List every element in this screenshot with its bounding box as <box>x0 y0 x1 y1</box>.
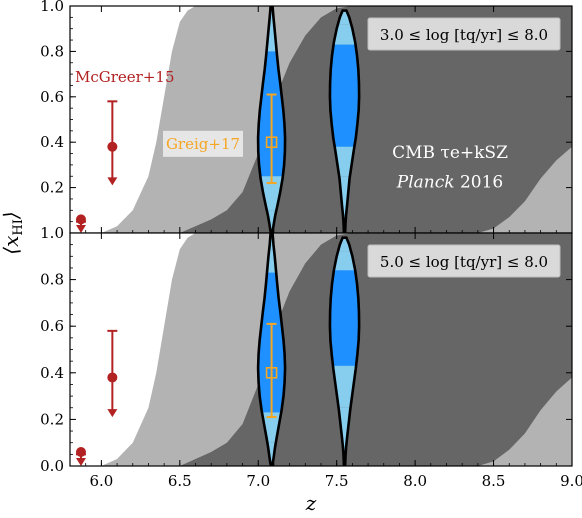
mcgreer-point-0 <box>75 447 86 466</box>
x-tick-label: 8.0 <box>403 472 427 490</box>
cmb-label-line2: Planck 2016 <box>396 173 503 193</box>
x-tick-label: 7.5 <box>325 472 349 490</box>
mcgreer-marker <box>75 214 86 225</box>
mcgreer-marker <box>107 141 118 152</box>
mcgreer-label: McGreer+15 <box>75 68 175 86</box>
greig-label-bg <box>163 130 243 157</box>
mcgreer-arrowhead <box>107 409 118 418</box>
mcgreer-arrowhead <box>107 177 118 186</box>
x-tick-label: 7.0 <box>246 472 270 490</box>
y-tick-label: 0.8 <box>40 271 64 289</box>
y-tick-label: 0.6 <box>40 317 64 335</box>
mcgreer-point-1 <box>107 100 118 186</box>
x-tick-label: 9.0 <box>560 472 582 490</box>
violin-outline <box>328 236 361 466</box>
tq-range-box-bg <box>367 17 561 51</box>
greig-marker <box>265 366 278 379</box>
x-tick-label: 6.5 <box>168 472 192 490</box>
x-tick-label: 6.0 <box>89 472 113 490</box>
mcgreer-point-0 <box>75 214 86 233</box>
tq-range-box-bg <box>367 244 561 278</box>
y-tick-label: 0.6 <box>40 88 64 106</box>
cmb-band-dark <box>148 6 572 233</box>
violin-core-band <box>329 270 360 366</box>
violin-core-band <box>329 44 360 147</box>
cmb-band-dark <box>148 233 572 466</box>
mcgreer-marker <box>75 447 86 458</box>
plot-area <box>70 233 572 466</box>
ylabel-sub: HI <box>11 219 26 235</box>
mcgreer-arrowhead <box>75 458 86 466</box>
tq-range-box: 3.0 ≤ log [tq/yr] ≤ 8.0 <box>367 17 561 51</box>
planck-word: Planck <box>396 173 455 193</box>
ylabel-close: ⟩ <box>0 211 23 220</box>
y-tick-label: 0.4 <box>40 133 64 151</box>
tq-range-box: 5.0 ≤ log [tq/yr] ≤ 8.0 <box>367 244 561 278</box>
y-tick-label: 0.2 <box>40 410 64 428</box>
x-tick-label: 8.5 <box>482 472 506 490</box>
y-tick-label: 0.4 <box>40 364 64 382</box>
y-tick-label: 1.0 <box>40 0 64 15</box>
y-tick-label: 0.0 <box>40 457 64 475</box>
violin-outline <box>256 233 287 466</box>
violin-outline <box>256 6 287 233</box>
top-panel: 0.2 0.4 0.6 0.8 1.0 3.0 ≤ log [tq/yr] ≤ 8.0 Mc… <box>40 0 573 234</box>
tq-range-text: 5.0 ≤ log [tq/yr] ≤ 8.0 <box>380 253 548 271</box>
mcgreer-arrowhead <box>75 225 86 233</box>
violin-outline <box>328 9 361 233</box>
cmb-band-right <box>477 146 572 233</box>
y-tick-label: 0.2 <box>40 179 64 197</box>
y-axis-label: ⟨xHI⟩ <box>0 211 26 254</box>
axes-labels: ⟨xHI⟩ z <box>0 211 317 515</box>
cmb-label-line1: CMB τe+kSZ <box>392 143 508 163</box>
y-tick-label: 1.0 <box>40 224 64 242</box>
y-tick-label: 0.8 <box>40 42 64 60</box>
tq-range-text: 3.0 ≤ log [tq/yr] ≤ 8.0 <box>380 26 548 44</box>
greig-label-box: Greig+17 <box>163 130 243 157</box>
mcgreer-point-1 <box>107 329 118 418</box>
greig-marker <box>265 136 278 148</box>
bottom-panel: 0.0 0.2 0.4 0.6 0.8 1.0 6.0 6.5 7.0 7.5 8.0 8.5 9.0 5… <box>40 224 582 490</box>
x-axis-label: z <box>305 491 317 515</box>
mcgreer-marker <box>107 372 118 383</box>
planck-year: 2016 <box>455 173 504 193</box>
greig-label: Greig+17 <box>166 135 240 153</box>
ylabel-open: ⟨x <box>0 236 23 255</box>
cmb-band-right <box>477 377 572 466</box>
